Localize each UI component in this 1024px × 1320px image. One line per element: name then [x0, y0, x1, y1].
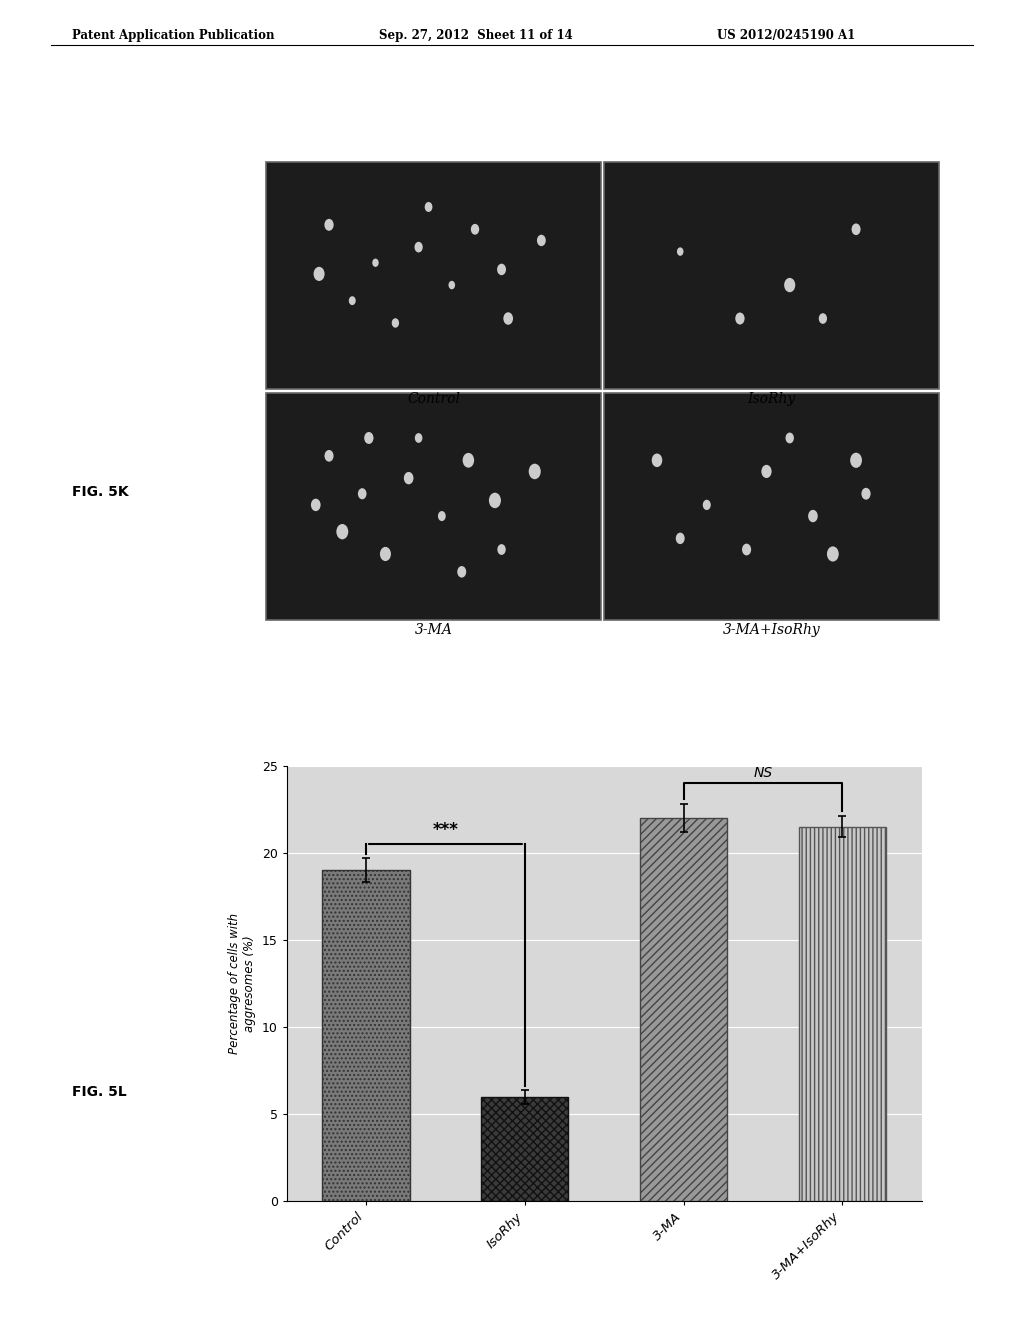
Text: US 2012/0245190 A1: US 2012/0245190 A1 [717, 29, 855, 42]
Text: IsoRhy: IsoRhy [748, 392, 796, 407]
Bar [481, 1097, 568, 1201]
Y-axis label: Percentage of cells with
aggresomes (%): Percentage of cells with aggresomes (%) [228, 913, 256, 1053]
Text: NS: NS [754, 766, 772, 780]
Text: 3-MA: 3-MA [415, 623, 453, 638]
Bar [323, 870, 410, 1201]
Text: Control: Control [408, 392, 460, 407]
Text: 3-MA+IsoRhy: 3-MA+IsoRhy [723, 623, 820, 638]
Text: FIG. 5K: FIG. 5K [72, 484, 128, 499]
Text: ***: *** [432, 821, 459, 838]
Bar [799, 826, 886, 1201]
Text: Patent Application Publication: Patent Application Publication [72, 29, 274, 42]
Text: FIG. 5L: FIG. 5L [72, 1085, 126, 1100]
Text: Sep. 27, 2012  Sheet 11 of 14: Sep. 27, 2012 Sheet 11 of 14 [379, 29, 572, 42]
Bar [640, 818, 727, 1201]
